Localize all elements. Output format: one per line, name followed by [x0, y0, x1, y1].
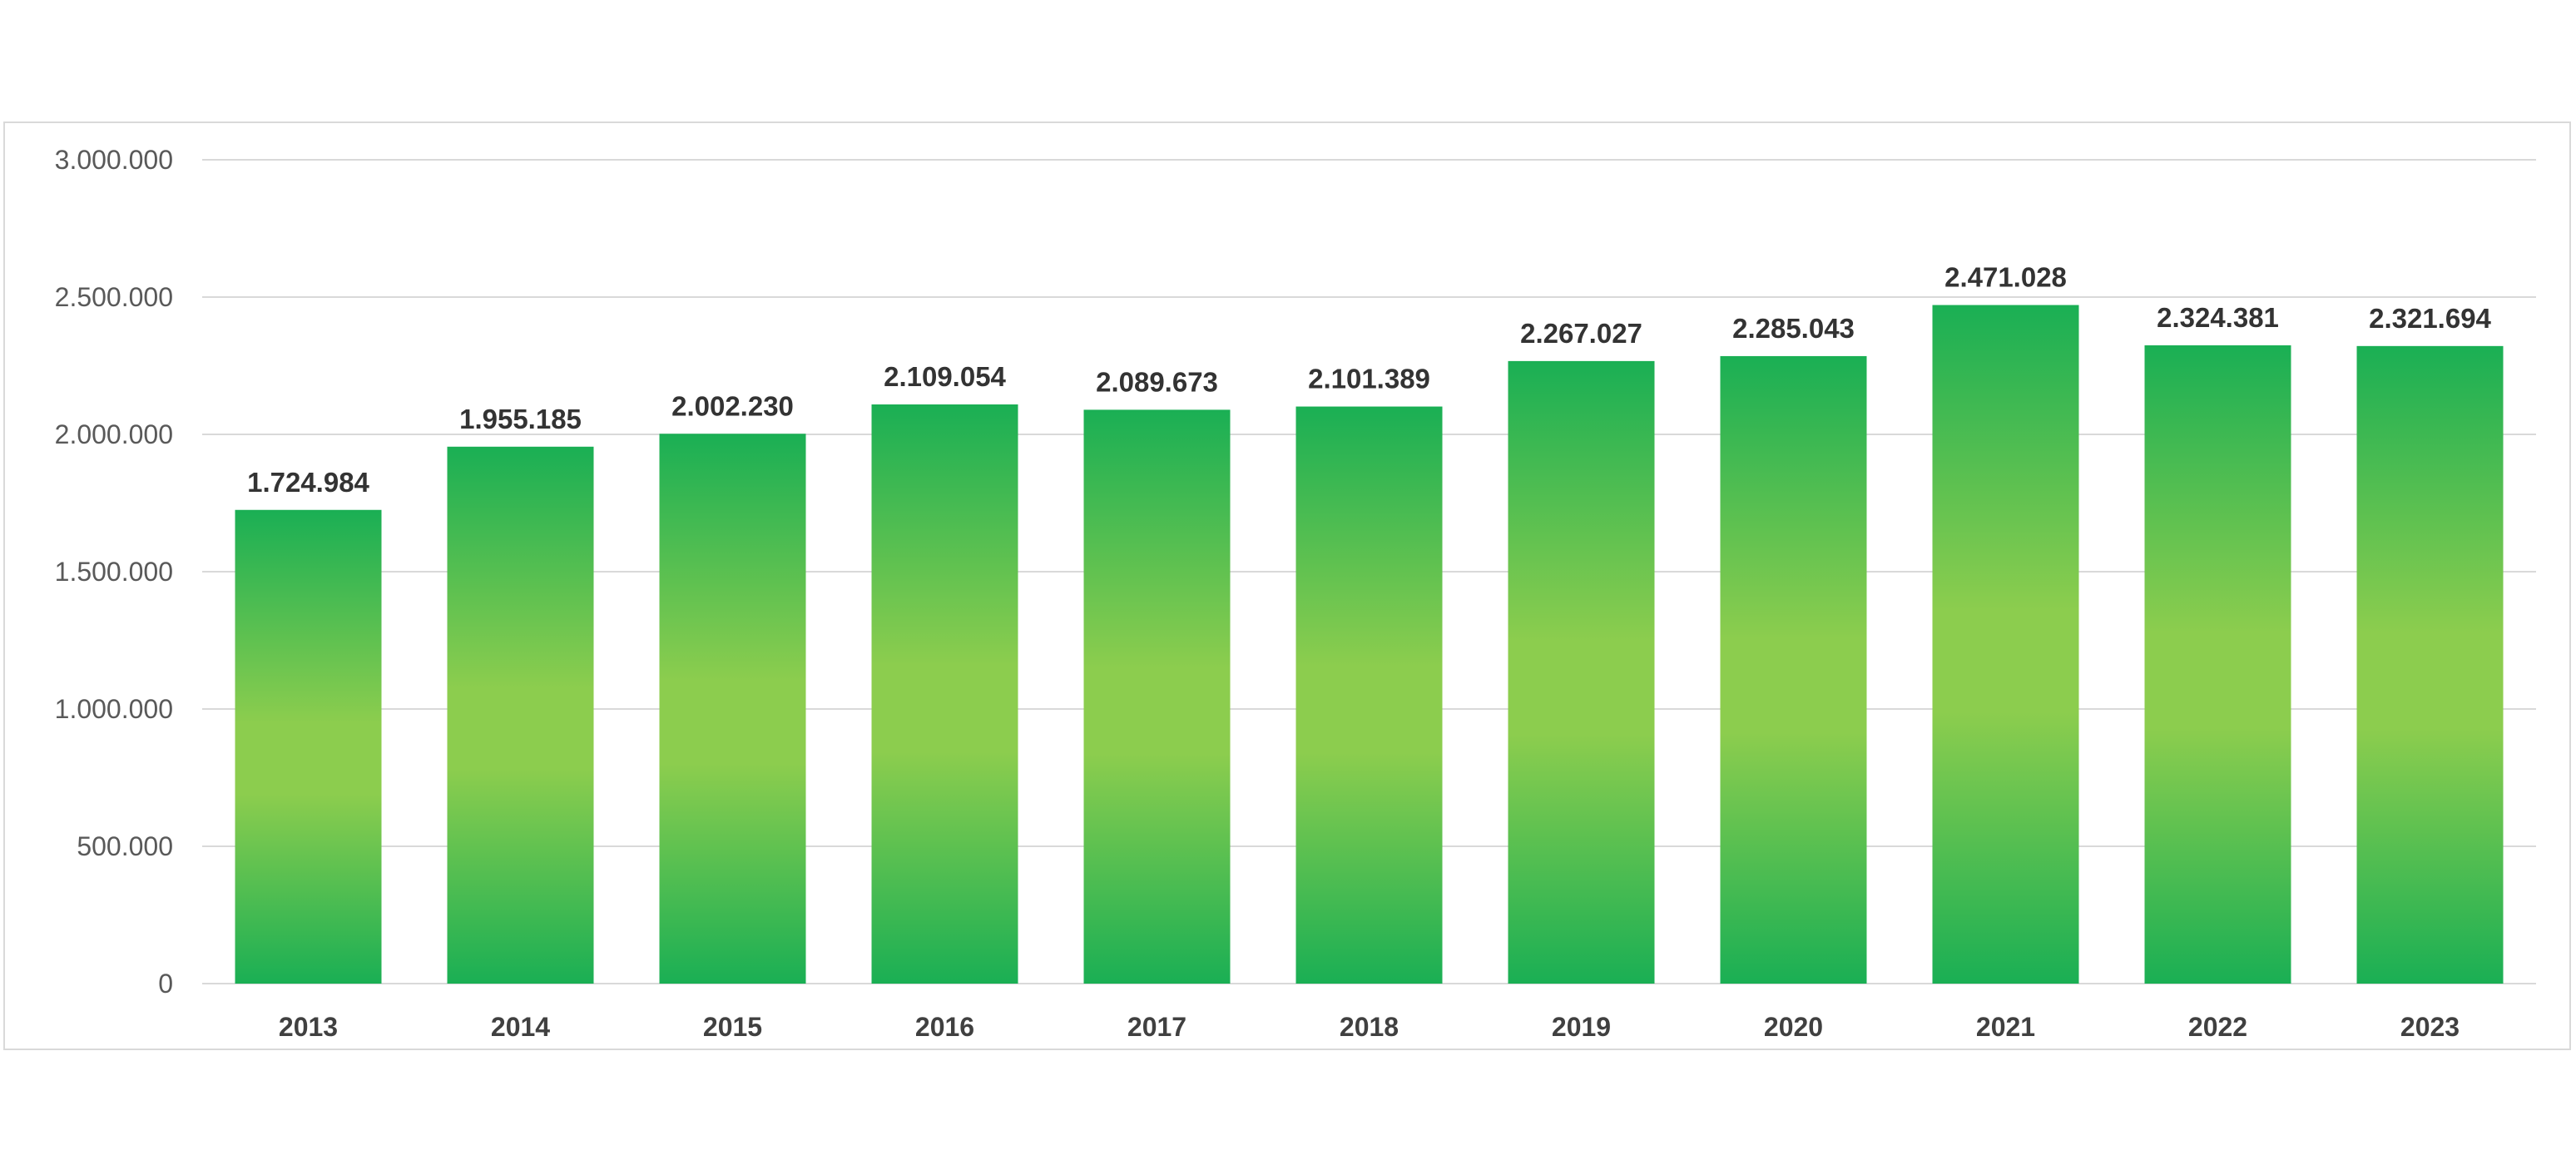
bar-2023: [2356, 345, 2504, 984]
bar-2015: [659, 434, 806, 984]
bar-2016: [871, 404, 1018, 984]
x-tick-label-2022: 2022: [2188, 1012, 2247, 1042]
bar-2019: [1508, 360, 1655, 984]
data-label-2019: 2.267.027: [1520, 318, 1642, 349]
y-tick-label: 1.000.000: [55, 694, 173, 724]
y-tick-label: 500.000: [77, 831, 173, 861]
bar-2018: [1295, 406, 1443, 984]
data-label-2014: 1.955.185: [459, 404, 582, 434]
x-axis-category-labels: 2013 2014 2015 2016 2017 2018 2019 2020 2021 2022…: [279, 1012, 2460, 1042]
data-label-2016: 2.109.054: [884, 361, 1006, 392]
x-tick-label-2021: 2021: [1976, 1012, 2035, 1042]
y-tick-label: 1.500.000: [55, 557, 173, 587]
data-labels: 1.724.984 1.955.185 2.002.230 2.109.054 2.08…: [247, 262, 2491, 498]
bar-2014: [447, 446, 594, 984]
bars: [235, 305, 2504, 984]
y-tick-label: 2.500.000: [55, 282, 173, 312]
data-label-2020: 2.285.043: [1732, 313, 1855, 344]
x-tick-label-2015: 2015: [703, 1012, 762, 1042]
data-label-2023: 2.321.694: [2369, 303, 2491, 334]
data-label-2015: 2.002.230: [671, 390, 794, 421]
x-tick-label-2014: 2014: [491, 1012, 550, 1042]
bar-2022: [2144, 345, 2291, 984]
y-tick-label: 0: [158, 969, 173, 999]
data-label-2017: 2.089.673: [1096, 366, 1218, 397]
y-axis-tick-labels: 0 500.000 1.000.000 1.500.000 2.000.000 2.500…: [55, 145, 173, 999]
y-tick-label: 3.000.000: [55, 145, 173, 175]
chart-frame: [3, 121, 2571, 1050]
data-label-2013: 1.724.984: [247, 467, 369, 498]
bar-2017: [1083, 409, 1231, 984]
bar-2013: [235, 509, 382, 984]
x-tick-label-2013: 2013: [279, 1012, 338, 1042]
bar-2020: [1720, 355, 1867, 984]
data-label-2018: 2.101.389: [1308, 364, 1430, 394]
x-tick-label-2018: 2018: [1340, 1012, 1399, 1042]
data-label-2021: 2.471.028: [1944, 262, 2067, 293]
x-tick-label-2019: 2019: [1552, 1012, 1611, 1042]
x-tick-label-2016: 2016: [915, 1012, 974, 1042]
x-tick-label-2020: 2020: [1764, 1012, 1823, 1042]
x-tick-label-2023: 2023: [2400, 1012, 2460, 1042]
bar-2021: [1932, 305, 2079, 984]
y-tick-label: 2.000.000: [55, 419, 173, 449]
x-tick-label-2017: 2017: [1127, 1012, 1186, 1042]
data-label-2022: 2.324.381: [2157, 302, 2279, 333]
